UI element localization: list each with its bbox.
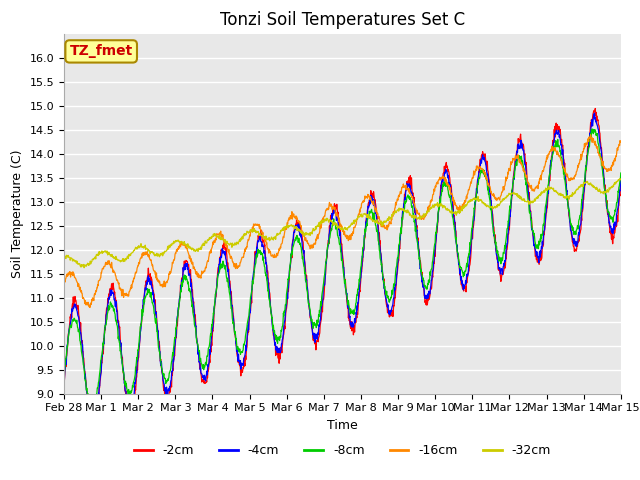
-32cm <box>171 240 179 245</box>
-8cm <box>551 142 559 148</box>
-32cm <box>80 265 88 271</box>
-16cm <box>246 230 254 236</box>
-8cm <box>588 126 596 132</box>
Y-axis label: Soil Temperature (C): Soil Temperature (C) <box>11 149 24 278</box>
Text: TZ_fmet: TZ_fmet <box>70 44 133 59</box>
-32cm <box>429 202 437 208</box>
-16cm <box>587 132 595 138</box>
-8cm <box>429 254 437 260</box>
-4cm <box>551 131 559 136</box>
-2cm <box>591 106 599 111</box>
-2cm <box>184 264 192 269</box>
-4cm <box>502 249 509 255</box>
-2cm <box>88 424 96 430</box>
Line: -16cm: -16cm <box>64 135 621 308</box>
-32cm <box>617 177 625 182</box>
Line: -4cm: -4cm <box>64 113 621 422</box>
-8cm <box>171 335 179 341</box>
X-axis label: Time: Time <box>327 419 358 432</box>
-32cm <box>184 245 192 251</box>
-2cm <box>60 378 68 384</box>
-32cm <box>246 227 254 233</box>
-16cm <box>184 250 192 255</box>
-16cm <box>617 139 625 145</box>
-32cm <box>551 188 559 194</box>
-16cm <box>551 145 559 151</box>
-32cm <box>502 194 509 200</box>
-2cm <box>617 178 625 183</box>
-2cm <box>171 353 179 359</box>
-32cm <box>60 253 68 259</box>
-8cm <box>184 279 192 285</box>
-2cm <box>246 308 254 314</box>
Line: -32cm: -32cm <box>64 179 621 268</box>
-4cm <box>60 378 68 384</box>
-16cm <box>86 305 94 311</box>
-4cm <box>617 178 625 183</box>
-2cm <box>502 251 509 257</box>
-4cm <box>429 266 437 272</box>
-16cm <box>171 255 179 261</box>
-32cm <box>616 176 623 181</box>
-4cm <box>246 302 254 308</box>
-4cm <box>184 266 192 272</box>
-16cm <box>502 174 509 180</box>
-8cm <box>502 238 509 244</box>
-4cm <box>88 419 96 425</box>
-8cm <box>617 170 625 176</box>
-16cm <box>60 280 68 286</box>
Line: -8cm: -8cm <box>64 129 621 409</box>
-8cm <box>87 407 95 412</box>
-2cm <box>429 268 437 274</box>
-4cm <box>171 344 179 350</box>
Line: -2cm: -2cm <box>64 108 621 427</box>
-2cm <box>551 123 559 129</box>
-8cm <box>246 294 254 300</box>
-16cm <box>429 192 437 197</box>
Title: Tonzi Soil Temperatures Set C: Tonzi Soil Temperatures Set C <box>220 11 465 29</box>
Legend: -2cm, -4cm, -8cm, -16cm, -32cm: -2cm, -4cm, -8cm, -16cm, -32cm <box>129 440 556 462</box>
-8cm <box>60 373 68 379</box>
-4cm <box>591 110 598 116</box>
